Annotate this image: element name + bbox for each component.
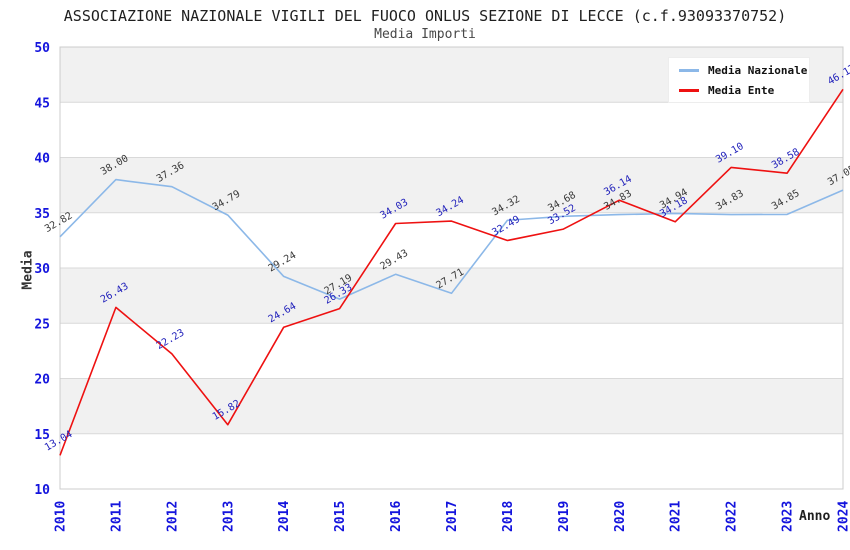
x-tick-label: 2024 <box>837 501 850 532</box>
plot-band <box>60 268 843 324</box>
media-ente-line-swatch <box>679 88 699 92</box>
plot-band <box>60 102 843 158</box>
legend-label-media-nazionale: Media Nazionale <box>708 63 808 77</box>
x-tick-label: 2016 <box>389 501 404 532</box>
x-tick-label: 2010 <box>54 501 69 532</box>
x-tick-label: 2023 <box>781 501 796 532</box>
x-tick-label: 2022 <box>725 501 740 532</box>
x-tick-label: 2014 <box>277 501 292 532</box>
legend-label-media-ente: Media Ente <box>708 83 775 97</box>
y-tick-label: 35 <box>34 207 50 222</box>
x-tick-label: 2013 <box>221 501 236 532</box>
y-axis-title: Media <box>20 250 36 290</box>
x-tick-label: 2019 <box>557 501 572 532</box>
media-nazionale-line-swatch <box>679 68 699 72</box>
x-tick-label: 2012 <box>165 501 180 532</box>
plot-band <box>60 378 843 434</box>
y-tick-label: 30 <box>34 262 50 277</box>
legend: Media Nazionale Media Ente <box>668 57 810 103</box>
series-line-media-ente <box>59 88 844 456</box>
plot-band <box>60 212 843 268</box>
legend-item-media-nazionale: Media Nazionale <box>679 60 809 80</box>
x-tick-label: 2015 <box>333 501 348 532</box>
x-axis-title: Anno <box>799 509 831 524</box>
series-line-media-nazionale <box>59 178 844 300</box>
plot-band <box>60 433 843 489</box>
plot-border <box>59 46 844 490</box>
x-tick-label: 2011 <box>109 501 124 532</box>
y-tick-label: 25 <box>34 317 50 332</box>
plot-band <box>60 323 843 379</box>
y-tick-label: 50 <box>34 41 50 56</box>
x-tick-label: 2018 <box>501 501 516 532</box>
y-tick-label: 15 <box>34 428 50 443</box>
legend-item-media-ente: Media Ente <box>679 80 809 100</box>
x-tick-label: 2021 <box>669 501 684 532</box>
x-tick-label: 2020 <box>613 501 628 532</box>
y-tick-label: 45 <box>34 96 50 111</box>
chart-subtitle: Media Importi <box>374 27 476 42</box>
y-tick-label: 20 <box>34 373 50 388</box>
chart-title: ASSOCIAZIONE NAZIONALE VIGILI DEL FUOCO … <box>63 7 787 25</box>
y-tick-label: 40 <box>34 152 50 167</box>
y-tick-label: 10 <box>34 483 50 498</box>
x-tick-label: 2017 <box>445 501 460 532</box>
